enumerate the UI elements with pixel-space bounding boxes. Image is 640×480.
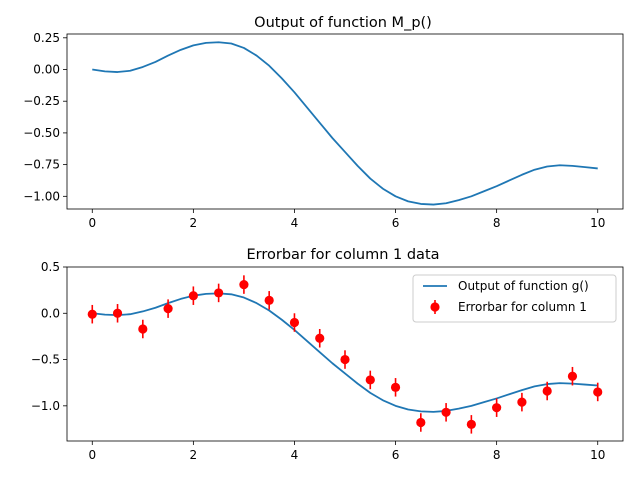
top-xtick-label-4: 8 bbox=[493, 216, 501, 230]
bottom-point-14 bbox=[441, 407, 451, 417]
bottom-point-19 bbox=[567, 371, 578, 381]
bottom-point-7 bbox=[264, 295, 274, 305]
chart-bottom-legend: Output of function g() Errorbar for colu… bbox=[412, 274, 617, 323]
bottom-point-4 bbox=[188, 291, 198, 301]
bottom-point-2 bbox=[138, 324, 148, 334]
top-xtick-label-0: 0 bbox=[88, 216, 96, 230]
top-series-line bbox=[92, 41, 598, 206]
bottom-point-5 bbox=[214, 288, 224, 298]
bottom-point-20 bbox=[593, 387, 603, 397]
bottom-xtick-label-2: 4 bbox=[291, 448, 299, 462]
legend-marker-swatch bbox=[430, 302, 440, 312]
legend-label-line: Output of function g() bbox=[458, 279, 589, 293]
top-ytick-label-5: −1.00 bbox=[23, 189, 60, 203]
bottom-ytick-label-1: 0.0 bbox=[41, 306, 60, 320]
top-xtick-label-3: 6 bbox=[392, 216, 400, 230]
top-xtick-label-2: 4 bbox=[291, 216, 299, 230]
top-axes-frame bbox=[66, 33, 624, 210]
bottom-ytick-label-3: −1.0 bbox=[31, 399, 60, 413]
bottom-point-16 bbox=[492, 403, 502, 413]
bottom-ytick-label-0: 0.5 bbox=[41, 260, 60, 274]
bottom-point-12 bbox=[390, 382, 401, 392]
top-ytick-label-2: −0.25 bbox=[23, 94, 60, 108]
bottom-point-10 bbox=[340, 354, 350, 365]
chart-bottom-plot-area: 0 2 4 6 8 10 0.5 0.0 −0.5 −1.0 bbox=[31, 260, 624, 462]
chart-top: Output of function M_p() 0 2 4 6 8 10 0.25 0.00… bbox=[23, 15, 624, 230]
bottom-axes-frame bbox=[66, 266, 624, 442]
top-xtick-label-5: 10 bbox=[590, 216, 605, 230]
bottom-point-6 bbox=[239, 279, 249, 290]
bottom-xtick-label-4: 8 bbox=[493, 448, 501, 462]
chart-bottom-title: Errorbar for column 1 data bbox=[246, 247, 439, 263]
top-ytick-label-3: −0.50 bbox=[23, 126, 60, 140]
bottom-point-3 bbox=[163, 304, 173, 314]
bottom-point-9 bbox=[315, 333, 325, 343]
legend-label-errorbar: Errorbar for column 1 bbox=[458, 300, 587, 314]
bottom-xtick-label-3: 6 bbox=[392, 448, 400, 462]
bottom-point-0 bbox=[87, 309, 97, 319]
bottom-xtick-label-0: 0 bbox=[88, 448, 96, 462]
bottom-point-17 bbox=[517, 397, 527, 407]
bottom-series-line bbox=[92, 292, 598, 413]
bottom-point-15 bbox=[466, 419, 476, 429]
bottom-point-13 bbox=[416, 417, 426, 428]
top-ytick-label-1: 0.00 bbox=[33, 63, 60, 77]
bottom-xtick-label-1: 2 bbox=[190, 448, 198, 462]
bottom-point-1 bbox=[112, 308, 123, 318]
bottom-xtick-label-5: 10 bbox=[590, 448, 605, 462]
bottom-point-18 bbox=[542, 386, 552, 396]
bottom-ytick-label-2: −0.5 bbox=[31, 353, 60, 367]
bottom-point-8 bbox=[289, 317, 300, 328]
top-ytick-label-4: −0.75 bbox=[23, 158, 60, 172]
chart-top-plot-area: 0 2 4 6 8 10 0.25 0.00 −0.25 −0.50 −0.75 −1.00 bbox=[23, 31, 624, 230]
legend-frame bbox=[412, 274, 617, 323]
top-ytick-label-0: 0.25 bbox=[33, 31, 60, 45]
bottom-point-11 bbox=[365, 375, 375, 385]
chart-bottom: Errorbar for column 1 data 0 2 4 6 8 10 0.5 0.0… bbox=[31, 247, 624, 462]
chart-top-title: Output of function M_p() bbox=[254, 15, 432, 31]
top-xtick-label-1: 2 bbox=[190, 216, 198, 230]
